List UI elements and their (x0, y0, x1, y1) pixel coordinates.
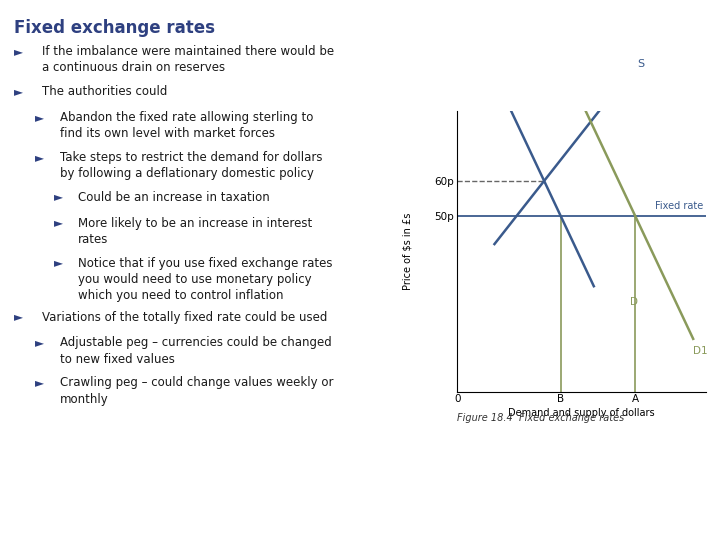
Text: ►: ► (35, 376, 44, 389)
Text: ►: ► (14, 85, 23, 98)
Text: Fixed exchange rates: Fixed exchange rates (14, 19, 215, 37)
Text: ►: ► (54, 217, 63, 230)
Text: ►: ► (14, 45, 23, 58)
Y-axis label: Price of $s in £s: Price of $s in £s (402, 212, 413, 290)
Text: S: S (637, 59, 644, 69)
Text: Figure 18.4  Fixed exchange rates: Figure 18.4 Fixed exchange rates (457, 413, 624, 423)
Text: Could be an increase in taxation: Could be an increase in taxation (78, 191, 269, 204)
Text: ►: ► (35, 336, 44, 349)
Text: ►: ► (54, 191, 63, 204)
Text: If the imbalance were maintained there would be
a continuous drain on reserves: If the imbalance were maintained there w… (42, 45, 334, 75)
Text: D: D (630, 297, 638, 307)
Text: Variations of the totally fixed rate could be used: Variations of the totally fixed rate cou… (42, 310, 327, 323)
Text: Notice that if you use fixed exchange rates
you would need to use monetary polic: Notice that if you use fixed exchange ra… (78, 256, 332, 302)
Text: ►: ► (35, 151, 44, 164)
Text: Abandon the fixed rate allowing sterling to
find its own level with market force: Abandon the fixed rate allowing sterling… (60, 111, 313, 140)
Text: ►: ► (54, 256, 63, 269)
Text: ►: ► (35, 111, 44, 124)
Text: D1: D1 (693, 346, 708, 356)
Text: More likely to be an increase in interest
rates: More likely to be an increase in interes… (78, 217, 312, 246)
Text: Crawling peg – could change values weekly or
monthly: Crawling peg – could change values weekl… (60, 376, 333, 406)
Text: Take steps to restrict the demand for dollars
by following a deflationary domest: Take steps to restrict the demand for do… (60, 151, 323, 180)
Text: Fixed rate: Fixed rate (655, 201, 703, 211)
Text: Adjustable peg – currencies could be changed
to new fixed values: Adjustable peg – currencies could be cha… (60, 336, 331, 366)
X-axis label: Demand and supply of dollars: Demand and supply of dollars (508, 408, 654, 418)
Text: The authorities could: The authorities could (42, 85, 167, 98)
Text: ►: ► (14, 310, 23, 323)
